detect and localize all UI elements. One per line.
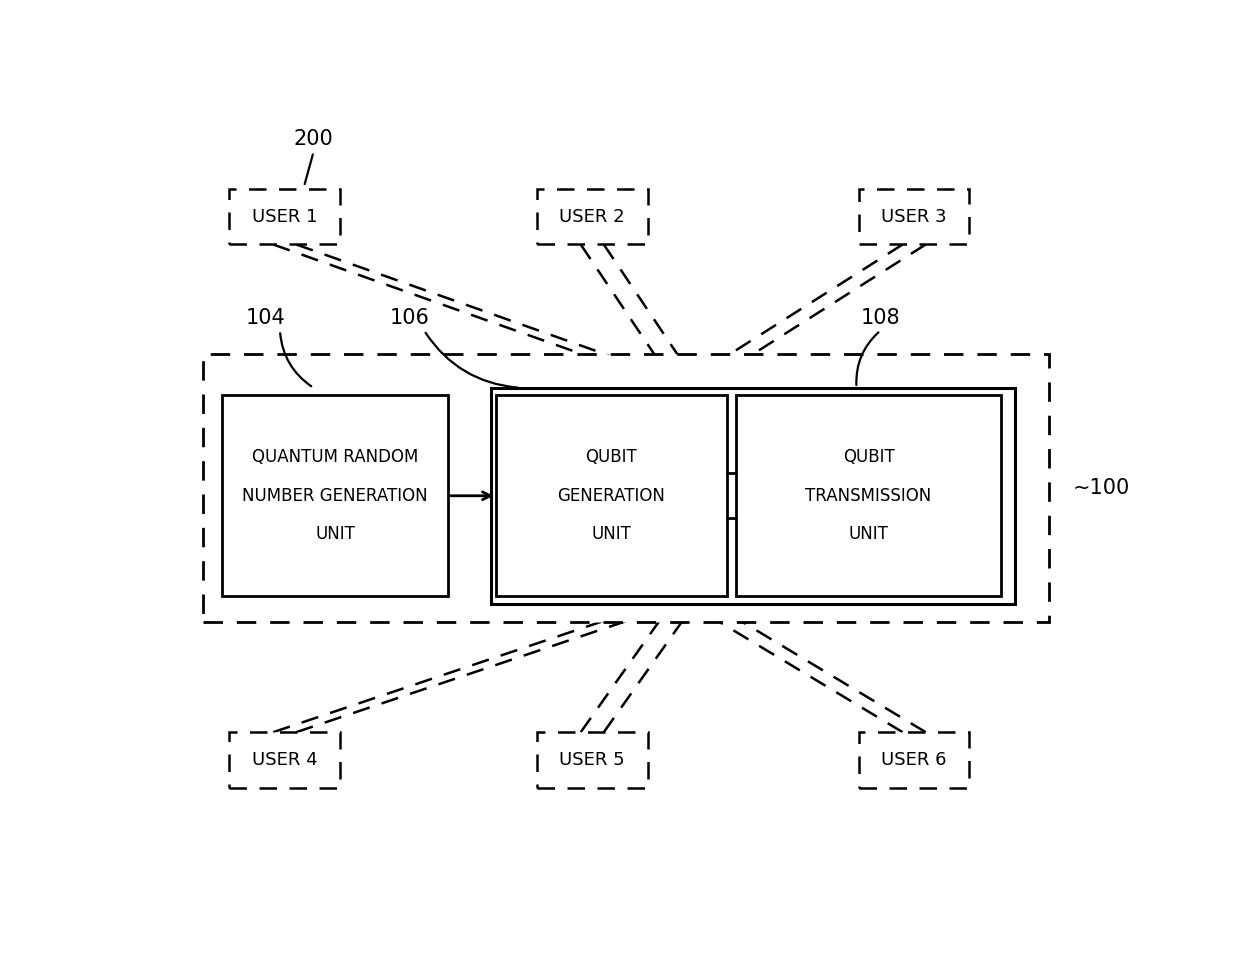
Bar: [859, 732, 970, 788]
Text: QUANTUM RANDOM: QUANTUM RANDOM: [252, 448, 418, 466]
Text: USER 6: USER 6: [882, 751, 947, 769]
Text: NUMBER GENERATION: NUMBER GENERATION: [242, 486, 428, 505]
Bar: [229, 189, 340, 245]
Bar: [496, 396, 727, 597]
Bar: [203, 354, 1049, 623]
Text: USER 1: USER 1: [252, 208, 317, 225]
Text: GENERATION: GENERATION: [558, 486, 666, 505]
Bar: [859, 189, 970, 245]
Text: ~100: ~100: [1073, 479, 1130, 498]
Text: 106: 106: [389, 308, 429, 328]
Text: UNIT: UNIT: [848, 525, 889, 543]
Bar: [737, 396, 1001, 597]
Text: QUBIT: QUBIT: [585, 448, 637, 466]
Text: UNIT: UNIT: [315, 525, 355, 543]
Bar: [229, 732, 340, 788]
Text: 104: 104: [246, 308, 285, 328]
Text: USER 5: USER 5: [559, 751, 625, 769]
Text: USER 3: USER 3: [882, 208, 947, 225]
Bar: [537, 732, 647, 788]
Bar: [491, 388, 1016, 603]
Text: USER 4: USER 4: [252, 751, 317, 769]
Text: 200: 200: [294, 129, 334, 149]
Bar: [537, 189, 647, 245]
Text: QUBIT: QUBIT: [843, 448, 894, 466]
Text: UNIT: UNIT: [591, 525, 631, 543]
Bar: [222, 396, 448, 597]
Text: USER 2: USER 2: [559, 208, 625, 225]
Text: 108: 108: [861, 308, 900, 328]
Text: TRANSMISSION: TRANSMISSION: [806, 486, 931, 505]
